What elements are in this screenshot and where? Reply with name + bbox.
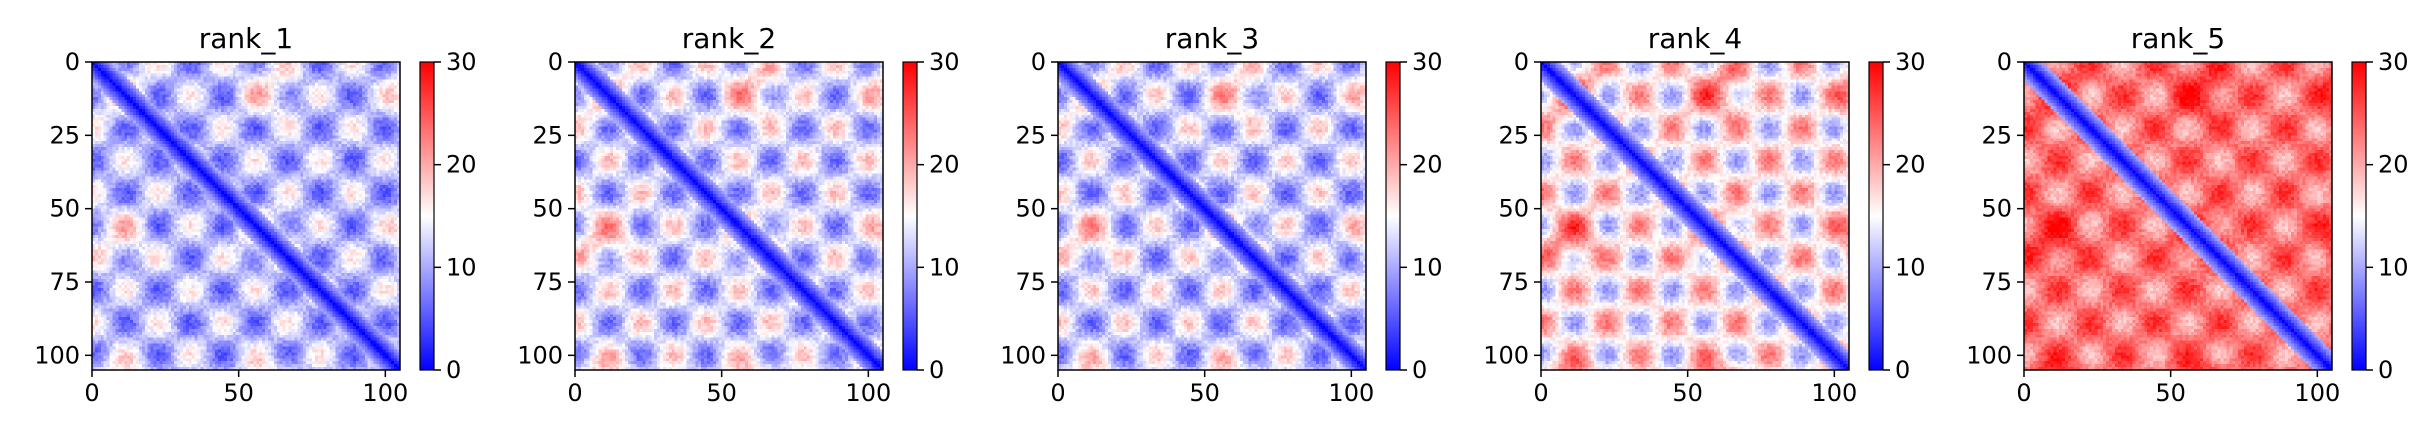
colorbar-tick-label: 10 (446, 253, 477, 281)
colorbar-tick-label: 30 (2378, 48, 2409, 76)
x-tick-label: 50 (2155, 379, 2186, 407)
colorbar-tick-label: 10 (929, 253, 960, 281)
y-tick-label: 25 (1498, 121, 1529, 149)
colorbar-tick-label: 0 (446, 356, 461, 384)
x-tick-label: 50 (706, 379, 737, 407)
colorbar-tick-label: 30 (929, 48, 960, 76)
panel-title: rank_1 (199, 22, 293, 55)
colorbar-tick-label: 20 (1895, 151, 1926, 179)
y-tick-label: 0 (1997, 48, 2012, 76)
colorbar (419, 61, 435, 371)
y-tick-label: 25 (532, 121, 563, 149)
panel-title: rank_4 (1648, 22, 1742, 55)
panel-title: rank_3 (1165, 22, 1259, 55)
panel-title: rank_5 (2131, 22, 2225, 55)
y-tick-label: 75 (1498, 268, 1529, 296)
heatmap-image (575, 62, 883, 370)
y-tick-label: 50 (1015, 195, 1046, 223)
heatmap-image (92, 62, 400, 370)
colorbar-tick-label: 20 (929, 151, 960, 179)
colorbar-tick-label: 30 (446, 48, 477, 76)
x-tick-label: 0 (1050, 379, 1065, 407)
y-tick-label: 50 (49, 195, 80, 223)
colorbar-tick-label: 10 (1412, 253, 1443, 281)
x-tick-label: 100 (1811, 379, 1857, 407)
y-tick-label: 75 (49, 268, 80, 296)
x-tick-label: 100 (1328, 379, 1374, 407)
heatmap-image (1058, 62, 1366, 370)
axes-frame (1057, 61, 1367, 371)
colorbar-tick-label: 30 (1895, 48, 1926, 76)
y-tick-label: 75 (1981, 268, 2012, 296)
colorbar-tick-label: 10 (2378, 253, 2409, 281)
x-tick-label: 50 (1189, 379, 1220, 407)
y-tick-label: 100 (517, 341, 563, 369)
axes-frame (574, 61, 884, 371)
y-tick-label: 0 (1514, 48, 1529, 76)
y-tick-label: 100 (1000, 341, 1046, 369)
colorbar-tick-label: 20 (2378, 151, 2409, 179)
colorbar-tick-label: 30 (1412, 48, 1443, 76)
x-tick-label: 0 (84, 379, 99, 407)
y-tick-label: 75 (532, 268, 563, 296)
colorbar-tick-label: 0 (2378, 356, 2393, 384)
axes-frame (91, 61, 401, 371)
colorbar (2351, 61, 2367, 371)
x-tick-label: 100 (845, 379, 891, 407)
heatmap-image (1541, 62, 1849, 370)
heatmap-image (2024, 62, 2332, 370)
x-tick-label: 100 (362, 379, 408, 407)
colorbar-tick-label: 10 (1895, 253, 1926, 281)
y-tick-label: 100 (1483, 341, 1529, 369)
axes-frame (2023, 61, 2333, 371)
panel-title: rank_2 (682, 22, 776, 55)
y-tick-label: 50 (1498, 195, 1529, 223)
x-tick-label: 100 (2294, 379, 2340, 407)
colorbar-tick-label: 0 (929, 356, 944, 384)
y-tick-label: 75 (1015, 268, 1046, 296)
x-tick-label: 50 (223, 379, 254, 407)
y-tick-label: 50 (1981, 195, 2012, 223)
x-tick-label: 0 (2016, 379, 2031, 407)
y-tick-label: 100 (1966, 341, 2012, 369)
colorbar (1868, 61, 1884, 371)
colorbar-tick-label: 0 (1895, 356, 1910, 384)
colorbar-tick-label: 0 (1412, 356, 1427, 384)
y-tick-label: 0 (65, 48, 80, 76)
colorbar-tick-label: 20 (446, 151, 477, 179)
y-tick-label: 0 (1031, 48, 1046, 76)
x-tick-label: 0 (567, 379, 582, 407)
colorbar (902, 61, 918, 371)
y-tick-label: 25 (1015, 121, 1046, 149)
x-tick-label: 50 (1672, 379, 1703, 407)
y-tick-label: 50 (532, 195, 563, 223)
axes-frame (1540, 61, 1850, 371)
y-tick-label: 25 (49, 121, 80, 149)
y-tick-label: 0 (548, 48, 563, 76)
colorbar-tick-label: 20 (1412, 151, 1443, 179)
y-tick-label: 100 (34, 341, 80, 369)
colorbar (1385, 61, 1401, 371)
x-tick-label: 0 (1533, 379, 1548, 407)
y-tick-label: 25 (1981, 121, 2012, 149)
